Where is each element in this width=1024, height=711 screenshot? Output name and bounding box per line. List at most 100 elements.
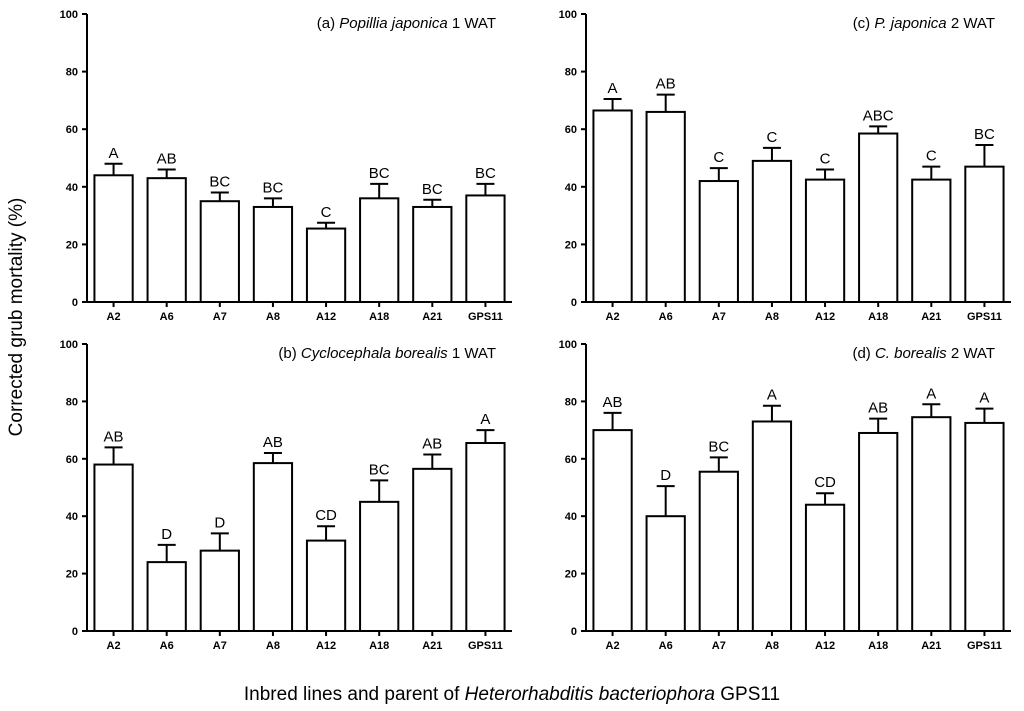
bar-GPS11: [465, 442, 506, 633]
bar-A7: [698, 470, 739, 632]
significance-label-A2: AB: [603, 394, 623, 411]
panel-title-suffix: 1 WAT: [448, 15, 496, 32]
significance-label-A7: BC: [209, 174, 230, 191]
bar-A21: [911, 178, 952, 304]
panel-title-prefix: (b): [278, 345, 301, 362]
panel-d: 0 20 40 60 80 100 AB A2 D A6 BC A7 A A8 CD A12 AB A18 A A21…: [559, 339, 1011, 652]
x-tick-label-A18: A18: [868, 640, 888, 652]
bar-A8: [751, 159, 793, 303]
x-tick-label-A2: A2: [107, 311, 121, 323]
bar-A6: [146, 561, 187, 632]
significance-label-GPS11: A: [979, 390, 989, 407]
y-tick-label: 100: [60, 9, 78, 21]
bar-A7: [698, 180, 739, 303]
x-tick-label-A6: A6: [160, 640, 174, 652]
bar-A8: [751, 420, 793, 632]
x-tick-label-A2: A2: [606, 311, 620, 323]
x-tick-label-GPS11: GPS11: [967, 640, 1002, 652]
significance-label-A6: D: [161, 526, 172, 543]
y-tick-label: 60: [565, 454, 577, 466]
significance-label-A7: BC: [708, 438, 729, 455]
x-tick-label-A12: A12: [316, 311, 336, 323]
panel-title: (d) C. borealis 2 WAT: [852, 345, 995, 362]
bar-A12: [305, 539, 347, 632]
y-tick-label: 80: [66, 67, 78, 79]
bar-A7: [199, 200, 240, 303]
panel-title-prefix: (a): [317, 15, 340, 32]
x-axis-title-species: Heterorhabditis bacteriophora: [465, 684, 715, 705]
significance-label-A12: C: [321, 204, 332, 221]
y-tick-label: 40: [66, 511, 78, 523]
y-tick-label: 40: [66, 182, 78, 194]
panel-title-suffix: 2 WAT: [947, 15, 995, 32]
bar-A18: [858, 132, 899, 303]
panel-title-prefix: (d): [852, 345, 875, 362]
bar-A2: [93, 463, 134, 633]
y-tick-label: 20: [565, 569, 577, 581]
significance-label-GPS11: BC: [475, 165, 496, 182]
x-tick-label-A8: A8: [765, 640, 779, 652]
x-tick-label-A6: A6: [160, 311, 174, 323]
x-tick-label-A18: A18: [868, 311, 888, 323]
y-tick-label: 80: [565, 396, 577, 408]
x-tick-label-A21: A21: [422, 311, 442, 323]
x-tick-label-A6: A6: [659, 311, 673, 323]
significance-label-A18: BC: [369, 165, 390, 182]
y-tick-label: 100: [60, 339, 78, 351]
panel-title-species: C. borealis: [875, 345, 947, 362]
x-tick-label-A7: A7: [712, 311, 726, 323]
x-tick-label-A18: A18: [369, 640, 389, 652]
x-tick-label-A8: A8: [765, 311, 779, 323]
significance-label-A21: A: [926, 385, 936, 402]
bar-A12: [305, 227, 347, 303]
significance-label-A8: AB: [263, 434, 283, 451]
y-tick-label: 100: [559, 339, 577, 351]
y-tick-label: 60: [66, 454, 78, 466]
bar-GPS11: [465, 194, 506, 303]
y-tick-label: 20: [66, 569, 78, 581]
bar-A12: [804, 503, 846, 632]
significance-label-A7: C: [713, 149, 724, 166]
x-tick-label-A21: A21: [921, 311, 941, 323]
x-tick-label-GPS11: GPS11: [468, 640, 503, 652]
x-tick-label-A2: A2: [606, 640, 620, 652]
significance-label-A2: A: [608, 80, 618, 97]
y-tick-label: 40: [565, 182, 577, 194]
y-axis-title: Corrected grub mortality (%): [6, 198, 27, 437]
panel-title-prefix: (c): [853, 15, 875, 32]
bar-A6: [645, 515, 686, 633]
bar-A12: [804, 178, 846, 304]
significance-label-A21: BC: [422, 181, 443, 198]
panel-title-species: Cyclocephala borealis: [301, 345, 448, 362]
x-axis-title-prefix: Inbred lines and parent of: [244, 684, 465, 705]
y-tick-label: 80: [66, 396, 78, 408]
panel-title-suffix: 1 WAT: [448, 345, 496, 362]
bar-A6: [146, 177, 187, 303]
x-tick-label-A8: A8: [266, 640, 280, 652]
bar-A7: [199, 549, 240, 633]
y-tick-label: 100: [559, 9, 577, 21]
x-tick-label-A7: A7: [712, 640, 726, 652]
significance-label-A12: C: [820, 151, 831, 168]
significance-label-A2: A: [109, 145, 119, 162]
bar-A8: [252, 205, 294, 304]
y-tick-label: 0: [72, 297, 78, 309]
x-axis-title: Inbred lines and parent of Heterorhabdit…: [244, 684, 780, 705]
y-tick-label: 0: [571, 626, 577, 638]
x-tick-label-A21: A21: [921, 640, 941, 652]
x-tick-label-A18: A18: [369, 311, 389, 323]
bar-A21: [412, 205, 453, 304]
significance-label-A6: AB: [656, 76, 676, 93]
significance-label-A8: A: [767, 387, 777, 404]
x-tick-label-A7: A7: [213, 640, 227, 652]
y-tick-label: 20: [565, 239, 577, 251]
significance-label-A12: CD: [315, 507, 337, 524]
significance-label-A2: AB: [104, 428, 124, 445]
x-tick-label-A6: A6: [659, 640, 673, 652]
significance-label-A21: C: [926, 148, 937, 165]
x-tick-label-A12: A12: [815, 311, 835, 323]
x-tick-label-GPS11: GPS11: [967, 311, 1002, 323]
panel-a: 0 20 40 60 80 100 A A2 AB A6 BC A7 BC A8 C A12 BC A18 BC A2…: [60, 9, 512, 323]
bar-A18: [858, 431, 899, 632]
x-axis-title-suffix: GPS11: [715, 684, 780, 705]
